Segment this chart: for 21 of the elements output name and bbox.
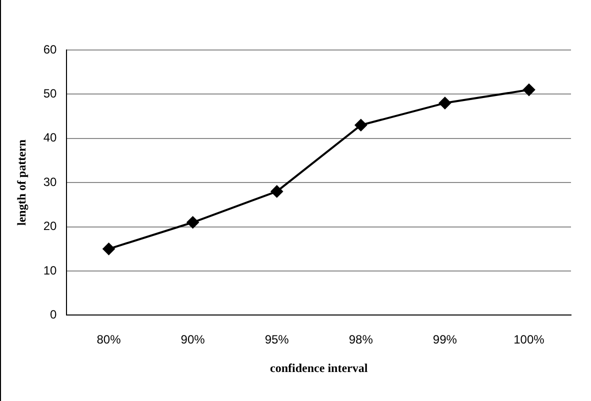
point xyxy=(354,119,367,132)
x-tick-label: 80% xyxy=(96,332,122,347)
x-tick-label: 98% xyxy=(348,332,374,347)
x-tick-label: 100% xyxy=(514,332,545,347)
y-tick-label: 20 xyxy=(43,219,58,234)
x-axis-title: confidence interval xyxy=(270,360,368,375)
point xyxy=(522,84,535,96)
point xyxy=(270,185,283,198)
point xyxy=(438,97,451,110)
x-tick-label: 95% xyxy=(264,332,290,347)
y-tick-label: 40 xyxy=(43,130,58,145)
x-tick-label: 90% xyxy=(180,332,206,347)
point xyxy=(102,242,115,255)
point xyxy=(186,216,199,228)
y-tick-label: 30 xyxy=(43,174,58,189)
y-tick-label: 60 xyxy=(43,42,58,56)
y-axis-title: length of pattern xyxy=(14,139,28,226)
y-tick-label: 0 xyxy=(50,308,58,322)
x-tick-label: 99% xyxy=(432,332,458,347)
y-tick-label: 10 xyxy=(43,263,58,278)
y-tick-label: 50 xyxy=(43,86,58,101)
